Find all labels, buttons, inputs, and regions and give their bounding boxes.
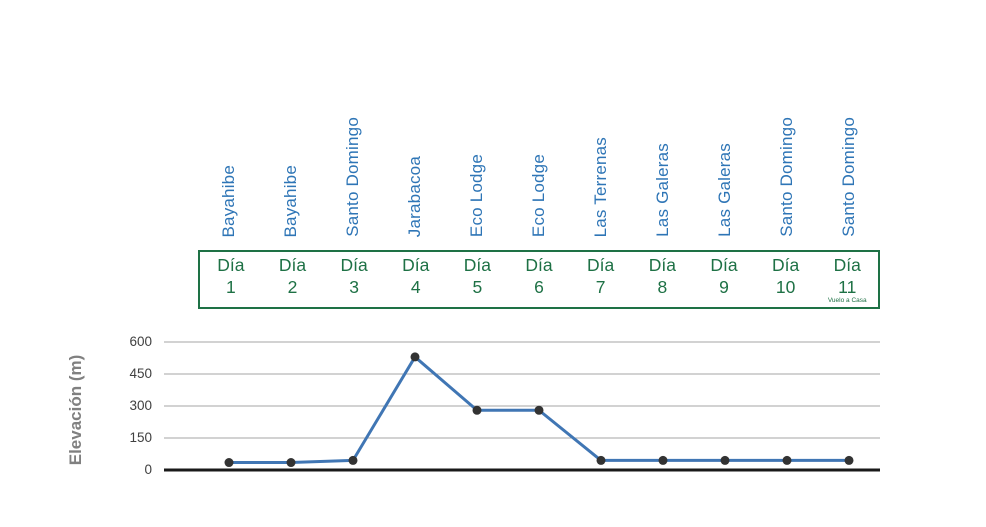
day-word-label: Día — [833, 255, 861, 275]
day-word-label: Día — [648, 255, 676, 275]
day-cell: Día 5 — [447, 252, 509, 307]
day-word-label: Día — [402, 255, 430, 275]
day-number-label: 5 — [472, 277, 483, 297]
day-word-label: Día — [463, 255, 491, 275]
day-note-label: Vuelo a Casa — [827, 297, 867, 304]
day-number-label: 2 — [287, 277, 298, 297]
day-word-label: Día — [340, 255, 368, 275]
y-tick-label: 150 — [129, 430, 152, 445]
day-number-label: 1 — [225, 277, 236, 297]
day-cell: Día 4 — [385, 252, 447, 307]
day-number-label: 8 — [657, 277, 668, 297]
data-point-marker — [410, 352, 420, 362]
data-point-marker — [224, 458, 234, 468]
y-tick-label: 600 — [129, 334, 152, 349]
day-word-label: Día — [587, 255, 615, 275]
day-cell: Día 10 — [755, 252, 817, 307]
day-number-label: 11 — [838, 277, 857, 297]
day-number-label: 4 — [410, 277, 421, 297]
day-word-label: Día — [525, 255, 553, 275]
day-cell: Día 7 — [570, 252, 632, 307]
day-cell: Día 2 — [262, 252, 324, 307]
data-point-marker — [534, 405, 544, 415]
day-cell: Día 9 — [693, 252, 755, 307]
data-point-marker — [782, 455, 792, 465]
day-cell: Día 6 — [508, 252, 570, 307]
y-tick-label: 450 — [129, 366, 152, 381]
day-cell: Día 11 Vuelo a Casa — [816, 252, 878, 307]
y-tick-label: 300 — [129, 398, 152, 413]
data-point-marker — [844, 455, 854, 465]
day-number-label: 7 — [595, 277, 606, 297]
day-cell: Día 1 — [200, 252, 262, 307]
day-cell: Día 3 — [323, 252, 385, 307]
day-word-label: Día — [771, 255, 800, 275]
day-number-label: 9 — [719, 277, 729, 297]
day-number-label: 3 — [349, 277, 359, 297]
day-word-label: Día — [278, 255, 307, 275]
day-cell: Día 8 — [631, 252, 693, 307]
data-point-marker — [286, 458, 296, 468]
day-number-label: 10 — [775, 277, 796, 297]
day-number-label: 6 — [534, 277, 544, 297]
data-point-marker — [348, 455, 358, 465]
day-word-label: Día — [710, 255, 738, 275]
data-point-marker — [658, 455, 668, 465]
day-word-label: Día — [217, 255, 245, 275]
day-schedule-box: Día 1 Día 2 Día 3 Día 4 Día 5 Día 6 Día 7 Día 8 Día 9 Día 1… — [198, 250, 880, 309]
data-point-marker — [720, 455, 730, 465]
data-point-marker — [472, 405, 482, 415]
data-point-marker — [596, 455, 606, 465]
y-tick-label: 0 — [144, 462, 152, 477]
